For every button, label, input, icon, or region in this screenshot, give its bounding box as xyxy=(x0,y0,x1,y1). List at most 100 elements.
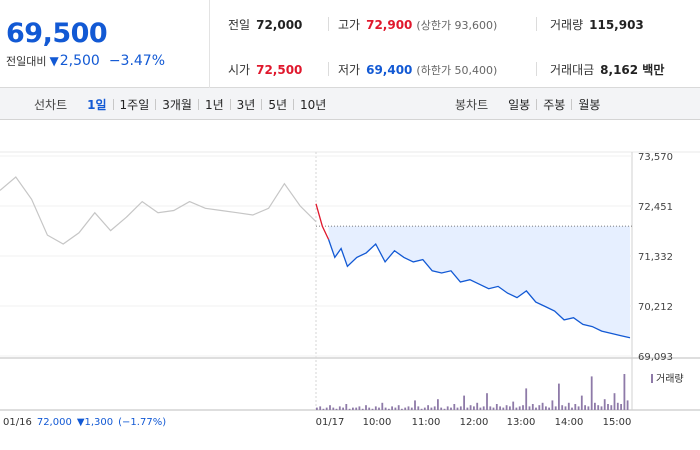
change-rate: −3.47% xyxy=(108,53,166,69)
today-area xyxy=(316,225,632,338)
volume-bar xyxy=(489,406,492,410)
volume-bar xyxy=(620,404,622,410)
volume-bar xyxy=(463,395,465,410)
volume-bar xyxy=(414,400,416,410)
volume-bar xyxy=(587,406,590,410)
volume-bar xyxy=(450,407,452,410)
volume-bar xyxy=(558,383,560,410)
volume-bar xyxy=(518,406,521,410)
volume-bar xyxy=(541,402,544,410)
divider xyxy=(328,17,329,31)
volume-bar xyxy=(348,408,351,410)
period-1w[interactable]: 1주일 xyxy=(119,97,150,112)
volume-bar xyxy=(371,408,374,410)
separator xyxy=(261,98,263,110)
candle-chart-label: 봉차트 xyxy=(455,97,489,112)
volume-bar xyxy=(495,404,498,410)
y-tick-label: 72,451 xyxy=(638,202,673,213)
change-amount: 2,500 xyxy=(59,53,100,69)
chart-toolbar: 선차트 1일 1주일 3개월 1년 3년 5년 10년 봉차트 일봉 주봉 월봉 xyxy=(0,88,700,120)
prev-day-line xyxy=(0,176,317,245)
period-10y[interactable]: 10년 xyxy=(300,97,327,112)
volume-bar xyxy=(571,407,573,410)
volume-bar xyxy=(509,406,511,410)
volume-bar xyxy=(401,408,403,410)
prev-day-value: 72,000 xyxy=(37,417,72,428)
divider xyxy=(536,17,537,31)
period-1y[interactable]: 1년 xyxy=(204,97,224,112)
x-tick-label: 13:00 xyxy=(507,417,536,428)
price-lines xyxy=(0,176,631,339)
prev-day-value: ▼1,300 xyxy=(77,417,113,428)
stat-prev-close: 전일 72,000 xyxy=(228,16,302,33)
volume-bar xyxy=(522,405,524,410)
period-1d[interactable]: 1일 xyxy=(87,97,107,112)
volume-bar xyxy=(446,406,449,410)
volume-bar xyxy=(417,406,420,410)
volume-bar xyxy=(365,405,367,410)
stat-label: 고가 xyxy=(338,18,361,32)
line-chart-periods: 선차트 1일 1주일 3개월 1년 3년 5년 10년 xyxy=(34,88,332,120)
volume-legend-icon xyxy=(651,374,653,383)
volume-bar xyxy=(607,404,609,410)
x-tick-label: 14:00 xyxy=(555,417,584,428)
volume-bar xyxy=(613,393,616,410)
volume-bar xyxy=(548,407,550,410)
volume-bar xyxy=(322,408,325,410)
separator xyxy=(571,98,573,110)
volume-bar xyxy=(361,408,364,410)
volume-bar xyxy=(433,406,436,410)
volume-bar xyxy=(597,405,600,410)
volume-bar xyxy=(325,407,328,410)
volume-bar xyxy=(626,400,629,410)
prev-day-value: 01/16 xyxy=(3,417,32,428)
volume-bar xyxy=(515,407,518,410)
volume-bar xyxy=(374,406,377,410)
volume-bar xyxy=(338,406,341,410)
x-tick-label: 12:00 xyxy=(460,417,489,428)
volume-bar xyxy=(459,406,462,410)
volume-bar xyxy=(423,407,426,410)
volume-bar xyxy=(610,405,613,410)
volume-bar xyxy=(397,405,400,410)
period-5y[interactable]: 5년 xyxy=(268,97,288,112)
volume-bar xyxy=(580,395,583,410)
prev-day-summary: 01/16 72,000 ▼1,300 (−1.77%) xyxy=(3,417,166,428)
volume-bar xyxy=(335,408,338,410)
candle-daily[interactable]: 일봉 xyxy=(508,97,531,112)
volume-bar xyxy=(381,402,384,410)
volume-bar xyxy=(502,407,505,410)
volume-bar xyxy=(603,399,606,410)
volume-bar xyxy=(430,407,433,410)
volume-bar xyxy=(561,405,564,410)
y-tick-label: 73,570 xyxy=(638,152,673,163)
line-chart-label: 선차트 xyxy=(34,97,68,112)
volume-bar xyxy=(577,406,580,410)
divider xyxy=(536,62,537,76)
volume-bar xyxy=(567,402,570,410)
candle-monthly[interactable]: 월봉 xyxy=(578,97,601,112)
period-3m[interactable]: 3개월 xyxy=(162,97,192,112)
volume-bar xyxy=(594,402,596,410)
separator xyxy=(197,98,199,110)
volume-bar xyxy=(469,405,472,410)
candle-weekly[interactable]: 주봉 xyxy=(543,97,566,112)
change-row: 전일대비 ▼ 2,500 −3.47% xyxy=(6,53,165,69)
volume-bar xyxy=(564,406,567,410)
x-tick-label: 10:00 xyxy=(363,417,392,428)
volume-bar xyxy=(466,407,469,410)
period-3y[interactable]: 3년 xyxy=(236,97,256,112)
x-axis-labels: 01/17 10:00 11:00 12:00 13:00 14:00 15:00 xyxy=(316,417,632,428)
volume-bar xyxy=(443,408,446,410)
volume-bar xyxy=(319,406,322,410)
stat-open: 시가 72,500 xyxy=(228,61,302,78)
stat-high: 고가 72,900 (상한가 93,600) xyxy=(338,16,497,33)
volume-bar xyxy=(525,388,528,410)
volume-bar xyxy=(499,406,501,410)
price-chart[interactable]: 73,570 72,451 71,332 70,212 69,093 거래량 01/17… xyxy=(0,120,700,450)
volume-bar xyxy=(473,406,475,410)
volume-bar xyxy=(492,407,495,410)
stat-value: 69,400 xyxy=(366,63,413,77)
lower-limit: (하한가 50,400) xyxy=(416,64,498,77)
volume-bars: 거래량 xyxy=(316,373,684,410)
